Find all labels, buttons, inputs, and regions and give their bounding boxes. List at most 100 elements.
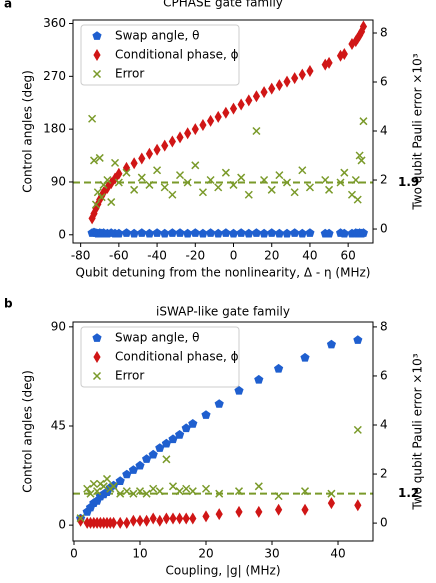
x-stroke — [130, 185, 139, 194]
y-tick-label: 0 — [58, 518, 66, 532]
pentagon-marker — [353, 335, 363, 344]
x-stroke — [99, 482, 108, 491]
x-marker — [89, 156, 99, 165]
y2-tick-label: 4 — [380, 124, 388, 138]
diamond-marker — [327, 497, 336, 510]
x-stroke — [129, 489, 138, 498]
x-marker — [282, 178, 292, 187]
x-stroke — [359, 117, 368, 126]
diamond-marker — [255, 505, 263, 518]
x-marker — [275, 171, 284, 180]
pentagon-marker — [181, 423, 191, 433]
x-marker — [298, 166, 307, 175]
plot-frame — [72, 321, 374, 542]
pentagon-marker — [167, 228, 177, 237]
x-tick-label: -80 — [71, 249, 91, 263]
diamond-marker — [237, 98, 245, 111]
pentagon-marker — [175, 430, 185, 439]
pentagon-marker — [259, 228, 269, 238]
y-axis-label: Control angles (deg) — [21, 70, 35, 193]
x-stroke — [234, 487, 244, 496]
x-marker — [353, 425, 362, 434]
x-marker — [321, 175, 330, 185]
legend-label: Swap angle, θ — [115, 331, 199, 345]
x-marker — [305, 183, 314, 192]
pentagon-marker — [221, 228, 231, 237]
diamond-marker — [325, 56, 333, 69]
x-stroke — [182, 484, 191, 493]
diamond-marker — [301, 503, 309, 516]
x-marker — [137, 173, 146, 182]
pentagon-marker — [198, 228, 208, 238]
diamond-marker — [76, 514, 85, 527]
y2-tick-label: 6 — [380, 368, 388, 382]
x-stroke — [135, 487, 145, 496]
pentagon-marker — [300, 352, 310, 362]
x-stroke — [267, 185, 276, 194]
pentagon-marker — [121, 228, 132, 237]
x-marker — [355, 151, 364, 160]
x-tick-label: 0 — [230, 249, 238, 263]
y-tick-label: 90 — [51, 174, 66, 188]
x-marker — [89, 479, 98, 488]
x-marker — [114, 178, 123, 187]
diamond-marker — [168, 135, 176, 148]
x-marker — [160, 183, 169, 192]
x-stroke — [188, 487, 197, 496]
y-tick-label: 45 — [51, 418, 66, 432]
diamond-marker — [93, 351, 101, 363]
x-marker — [254, 482, 263, 491]
x-axis-label: Qubit detuning from the nonlinearity, Δ … — [76, 266, 371, 280]
x-marker — [300, 487, 310, 496]
diamond-marker — [149, 512, 157, 525]
pentagon-marker — [254, 374, 264, 384]
x-marker — [130, 185, 139, 194]
x-stroke — [290, 188, 299, 197]
x-marker — [191, 161, 200, 170]
diamond-marker — [340, 48, 348, 61]
x-stroke — [102, 474, 112, 483]
x-stroke — [229, 180, 238, 189]
diamond-marker — [129, 514, 137, 527]
x-stroke — [93, 188, 102, 197]
pentagon-marker — [326, 339, 336, 349]
x-marker — [351, 175, 360, 185]
x-stroke — [83, 484, 92, 493]
y2-tick-label: 8 — [380, 319, 388, 333]
x-marker — [97, 193, 106, 202]
x-stroke — [351, 175, 360, 185]
pentagon-marker — [122, 469, 132, 479]
diamond-marker — [93, 49, 101, 61]
x-stroke — [116, 489, 125, 498]
x-marker — [252, 126, 261, 136]
pentagon-marker — [183, 228, 193, 238]
x-marker — [325, 185, 334, 194]
x-stroke — [99, 180, 108, 189]
x-stroke — [162, 455, 171, 464]
x-marker — [168, 482, 178, 491]
y2-axis-label: Two qubit Pauli error ×10³ — [411, 353, 425, 510]
diamond-marker — [199, 119, 207, 132]
x-stroke — [86, 489, 95, 498]
x-stroke — [298, 166, 307, 175]
x-tick-label: 30 — [264, 547, 279, 561]
x-stroke — [347, 190, 357, 199]
x-stroke — [221, 168, 230, 177]
pentagon-marker — [297, 228, 307, 238]
x-marker — [86, 489, 95, 498]
y2-tick-label: 0 — [380, 516, 388, 530]
x-marker — [102, 474, 112, 483]
x-marker — [92, 69, 102, 79]
x-marker — [168, 190, 177, 199]
x-marker — [88, 114, 97, 123]
x-stroke — [142, 489, 151, 498]
x-stroke — [353, 195, 362, 204]
diamond-marker — [176, 131, 184, 144]
pentagon-marker — [142, 454, 152, 463]
x-stroke — [122, 168, 131, 177]
legend-label: Conditional phase, ϕ — [115, 48, 239, 62]
pentagon-marker — [114, 228, 124, 238]
x-marker — [153, 166, 162, 175]
diamond-marker — [162, 512, 170, 525]
